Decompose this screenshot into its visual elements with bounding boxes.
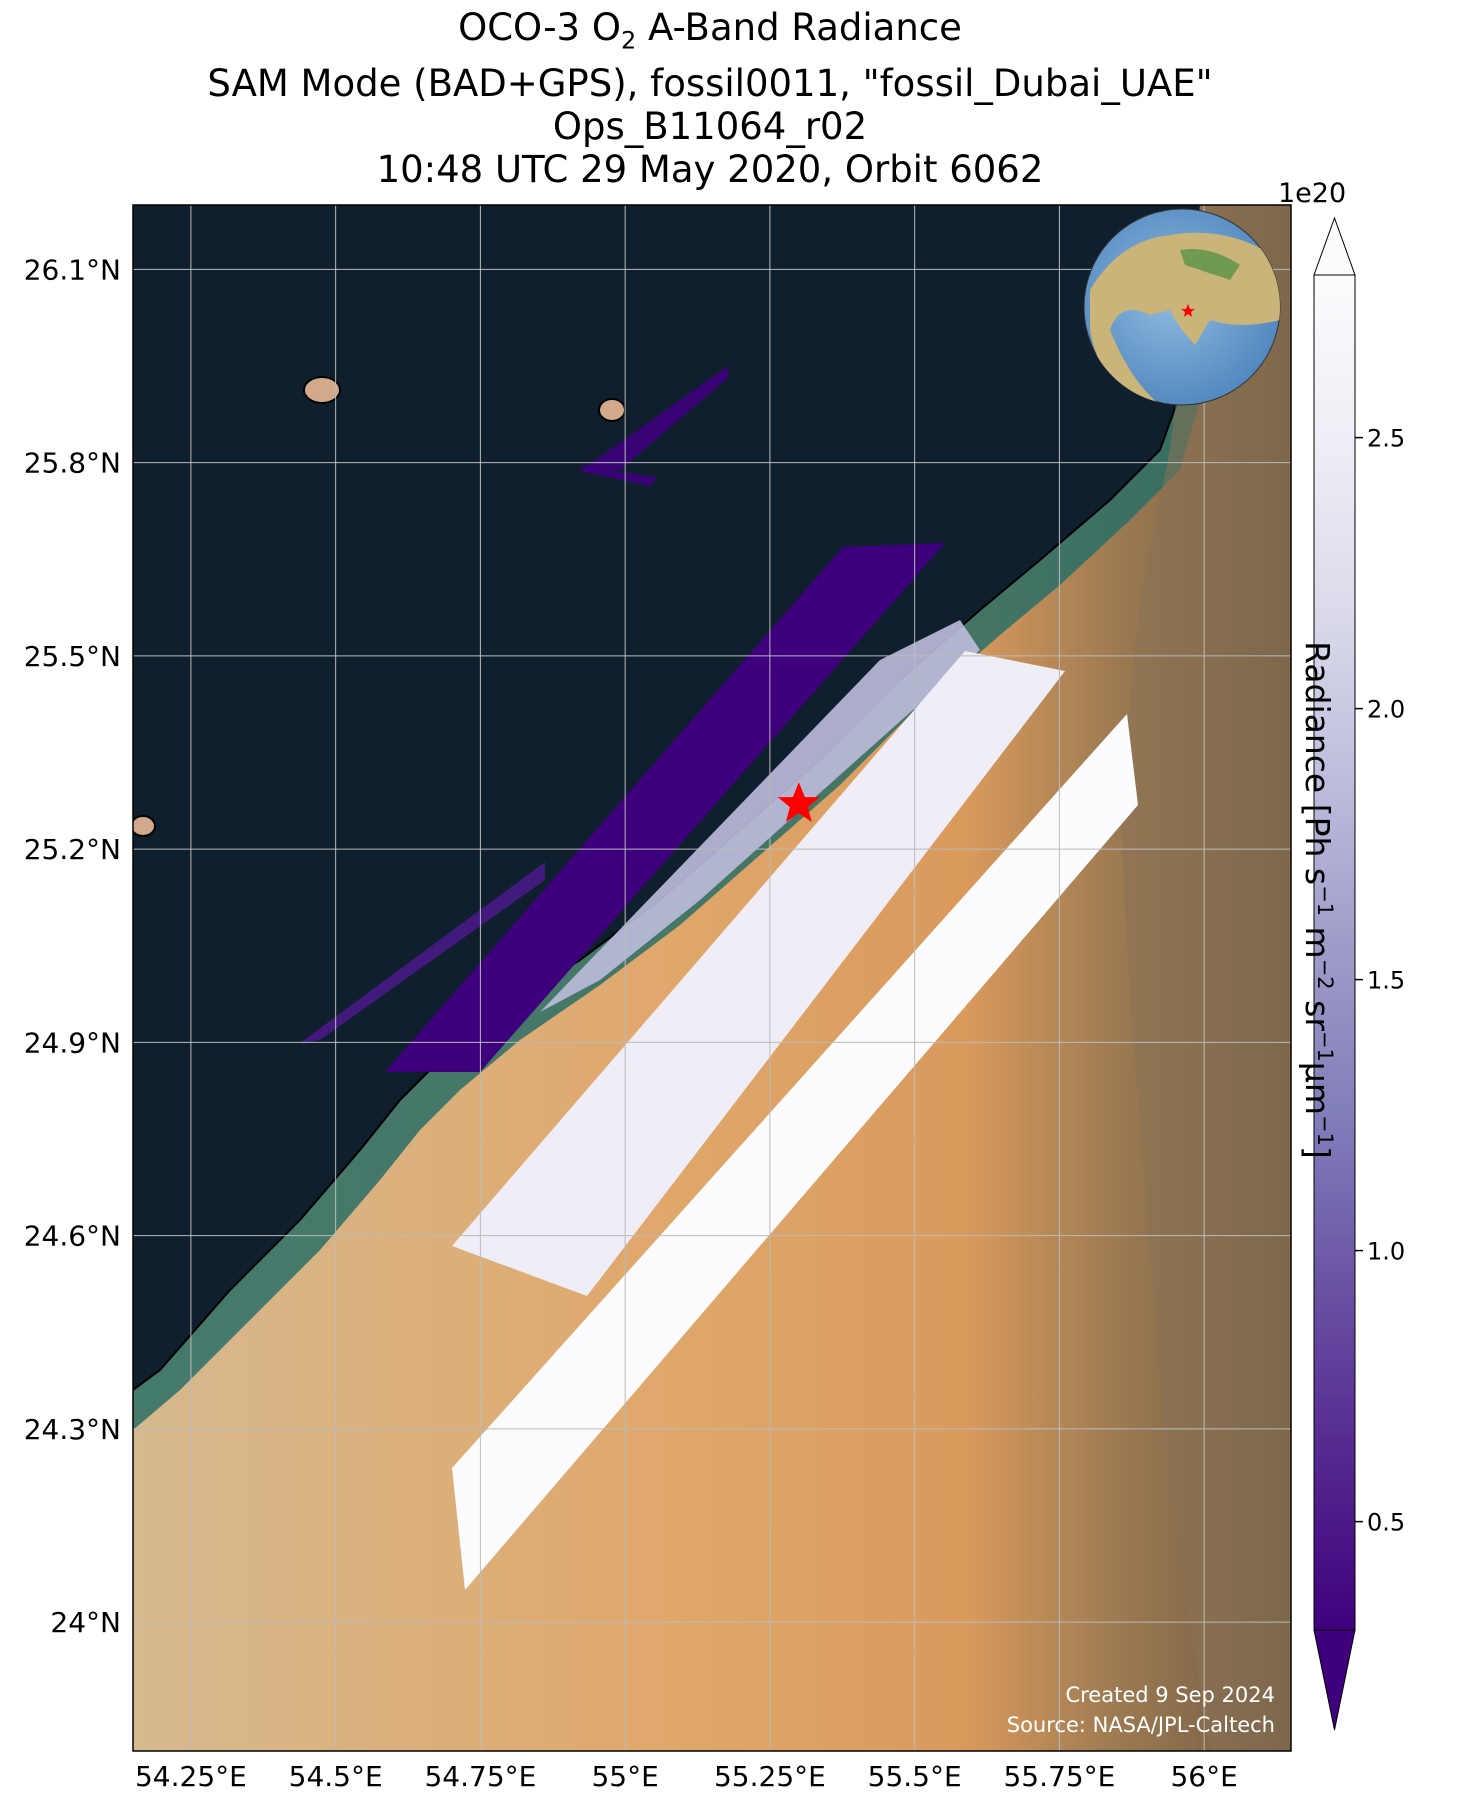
- colorbar-exponent: 1e20: [1278, 178, 1347, 209]
- colorbar-body: [1314, 275, 1355, 1630]
- swath-strip-small: [580, 366, 728, 471]
- colorbar-label: Radiance [Ph s−1 m−2 sr−1μm−1]: [1298, 641, 1337, 1159]
- lat-tick-label: 25.2°N: [24, 833, 121, 866]
- mountain-range: [1120, 205, 1291, 1751]
- title-line-1: OCO-3 O2 A-Band Radiance: [458, 6, 962, 55]
- colorbar-ticks: 2.5 2.0 1.5 1.0 0.5: [1355, 425, 1405, 1537]
- radiance-swaths: [300, 366, 1138, 1590]
- lat-tick-label: 25.5°N: [24, 640, 121, 673]
- colorbar-tick-label: 1.5: [1367, 967, 1405, 995]
- lon-tick-label: 55.25°E: [714, 1760, 826, 1793]
- island-1: [303, 376, 341, 404]
- lat-tick-label: 24.9°N: [24, 1026, 121, 1059]
- lon-tick-label: 56°E: [1170, 1760, 1237, 1793]
- lat-tick-label: 25.8°N: [24, 447, 121, 480]
- lon-tick-labels: 54.25°E 54.5°E 54.75°E 55°E 55.25°E 55.5°E 55.…: [135, 1760, 1238, 1793]
- credit-source: Source: NASA/JPL-Caltech: [1007, 1713, 1275, 1737]
- title-line-3: Ops_B11064_r02: [552, 105, 868, 149]
- globe-vegetation: [1180, 249, 1240, 280]
- globe-target-marker: [1181, 304, 1195, 317]
- colorbar-tick-label: 1.0: [1367, 1238, 1405, 1266]
- colorbar-tick-label: 2.0: [1367, 696, 1405, 724]
- island-3: [133, 815, 156, 837]
- lon-tick-label: 54.75°E: [424, 1760, 536, 1793]
- swath-strip-tiny: [580, 466, 657, 486]
- lat-tick-labels: 26.1°N 25.8°N 25.5°N 25.2°N 24.9°N 24.6°N 24.3…: [24, 253, 121, 1639]
- colorbar: 2.5 2.0 1.5 1.0 0.5: [1313, 216, 1405, 1731]
- island-2: [598, 398, 626, 422]
- colorbar-tick-label: 0.5: [1367, 1509, 1405, 1537]
- title-line-4: 10:48 UTC 29 May 2020, Orbit 6062: [376, 148, 1044, 192]
- title-line-2: SAM Mode (BAD+GPS), fossil0011, "fossil_…: [207, 62, 1213, 106]
- target-star-marker: [777, 782, 820, 823]
- colorbar-extend-min: [1313, 1629, 1356, 1731]
- colorbar-extend-max: [1313, 216, 1356, 276]
- credit-created: Created 9 Sep 2024: [1065, 1683, 1275, 1707]
- globe-inset: [1083, 208, 1281, 406]
- swath-coastal: [540, 620, 980, 1012]
- lon-tick-label: 54.25°E: [135, 1760, 247, 1793]
- chart-title: OCO-3 O2 A-Band Radiance SAM Mode (BAD+G…: [0, 6, 1420, 191]
- gridlines: [133, 205, 1291, 1751]
- lat-tick-label: 24.6°N: [24, 1220, 121, 1253]
- colorbar-tick-label: 2.5: [1367, 425, 1405, 453]
- lon-tick-label: 55°E: [591, 1760, 658, 1793]
- swath-land-middle: [452, 651, 1065, 1296]
- swath-ocean-north: [300, 862, 545, 1043]
- lat-tick-label: 24°N: [50, 1606, 121, 1639]
- lon-tick-label: 54.5°E: [289, 1760, 383, 1793]
- lat-tick-label: 24.3°N: [24, 1413, 121, 1446]
- lon-tick-label: 55.75°E: [1003, 1760, 1115, 1793]
- swath-land-south: [452, 714, 1138, 1590]
- lat-tick-label: 26.1°N: [24, 253, 121, 286]
- map-frame: [132, 204, 1292, 1752]
- lon-tick-label: 55.5°E: [868, 1760, 962, 1793]
- swath-ocean-main: [385, 543, 945, 1072]
- colorbar-frame: [1313, 274, 1356, 1631]
